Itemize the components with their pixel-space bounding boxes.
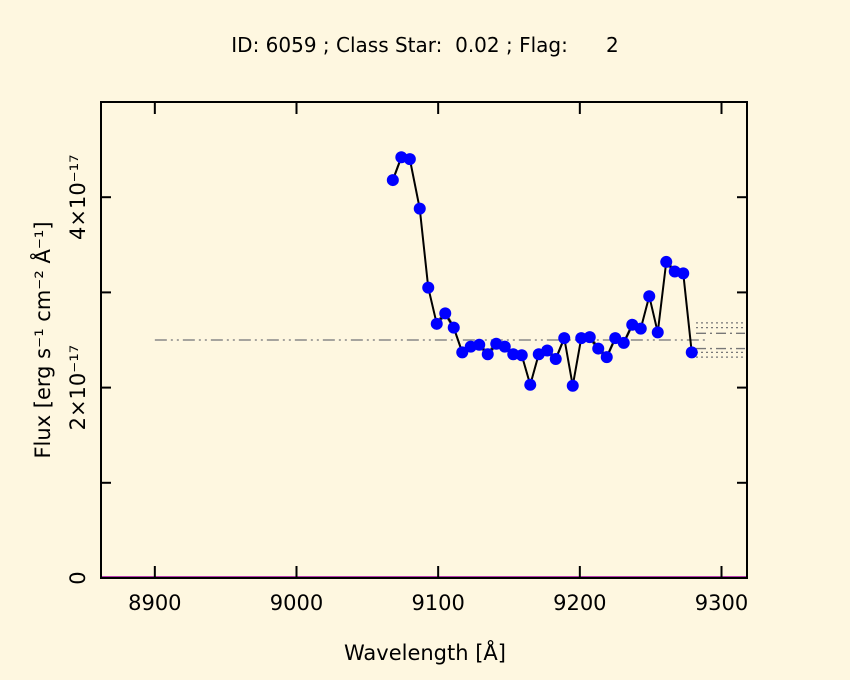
y-axis-label: Flux [erg s⁻¹ cm⁻² Å⁻¹] (29, 221, 55, 458)
data-point (473, 338, 486, 351)
points-layer (386, 151, 698, 392)
data-point (566, 379, 579, 392)
x-tick-label: 9100 (411, 591, 464, 615)
x-tick-label: 8900 (128, 591, 181, 615)
data-point (515, 349, 528, 362)
data-point (660, 255, 673, 268)
data-point (549, 353, 562, 366)
data-point (498, 340, 511, 353)
data-point (685, 346, 698, 359)
data-point (600, 351, 613, 364)
data-point (386, 174, 399, 187)
data-point (447, 321, 460, 334)
data-point (677, 267, 690, 280)
data-point (403, 153, 416, 166)
data-point (430, 317, 443, 330)
y-tick-label: 0 (66, 571, 90, 584)
data-point (481, 348, 494, 361)
data-point (583, 331, 596, 344)
x-tick-label: 9300 (695, 591, 748, 615)
data-point (422, 281, 435, 294)
x-tick-label: 9200 (553, 591, 606, 615)
data-point (413, 202, 426, 215)
data-point (634, 322, 647, 335)
data-point (558, 332, 571, 345)
data-point (617, 336, 630, 349)
plot-frame (100, 101, 748, 579)
data-point (592, 342, 605, 355)
reference-layer (101, 322, 747, 578)
chart-title: ID: 6059 ; Class Star: 0.02 ; Flag: 2 (231, 33, 618, 57)
data-point (541, 344, 554, 357)
x-axis-label: Wavelength [Å] (344, 639, 506, 665)
y-tick-label: 2×10⁻¹⁷ (66, 345, 90, 431)
axes-layer: 8900 9000 9100 9200 9300 0 2×10⁻¹⁷ 4×10⁻¹⁷ (66, 102, 748, 615)
data-point (456, 346, 469, 359)
x-tick-label: 9000 (270, 591, 323, 615)
data-point (524, 378, 537, 391)
data-point (643, 290, 656, 303)
y-tick-label: 4×10⁻¹⁷ (66, 154, 90, 240)
data-point (651, 326, 664, 339)
data-point (439, 307, 452, 320)
